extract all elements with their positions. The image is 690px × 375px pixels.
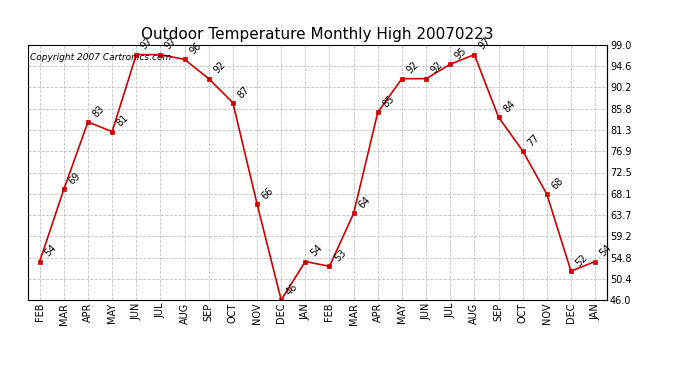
Text: 92: 92 (429, 60, 444, 76)
Text: 53: 53 (333, 248, 348, 264)
Text: Copyright 2007 Cartronics.com: Copyright 2007 Cartronics.com (30, 53, 172, 62)
Text: 92: 92 (212, 60, 227, 76)
Text: 92: 92 (405, 60, 420, 76)
Text: 66: 66 (260, 185, 275, 201)
Text: 54: 54 (308, 243, 324, 259)
Text: 95: 95 (453, 46, 469, 62)
Text: 83: 83 (91, 104, 106, 119)
Text: 52: 52 (574, 252, 590, 268)
Text: 77: 77 (526, 132, 542, 148)
Title: Outdoor Temperature Monthly High 20070223: Outdoor Temperature Monthly High 2007022… (141, 27, 493, 42)
Text: 96: 96 (188, 41, 203, 57)
Text: 97: 97 (164, 36, 179, 52)
Text: 68: 68 (550, 176, 565, 191)
Text: 84: 84 (502, 99, 517, 114)
Text: 54: 54 (43, 243, 58, 259)
Text: 64: 64 (357, 195, 372, 211)
Text: 87: 87 (236, 84, 251, 100)
Text: 69: 69 (67, 171, 82, 186)
Text: 46: 46 (284, 282, 299, 297)
Text: 85: 85 (381, 94, 396, 110)
Text: 97: 97 (477, 36, 493, 52)
Text: 97: 97 (139, 36, 155, 52)
Text: 54: 54 (598, 243, 613, 259)
Text: 81: 81 (115, 113, 130, 129)
